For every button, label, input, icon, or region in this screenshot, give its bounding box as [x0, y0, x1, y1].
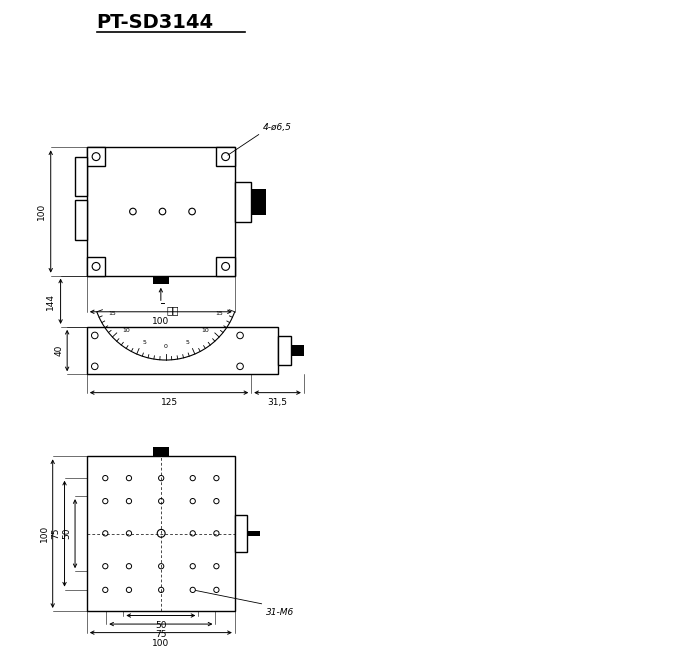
Text: 75: 75 [155, 630, 167, 639]
Text: 50: 50 [63, 528, 72, 540]
Text: 5: 5 [185, 339, 189, 345]
Text: 0: 0 [164, 343, 168, 349]
Text: 100: 100 [152, 638, 169, 648]
Text: 15: 15 [109, 311, 116, 316]
Bar [75, 200, 87, 240]
Text: 40: 40 [55, 345, 64, 356]
Text: 100: 100 [39, 525, 49, 542]
Text: 10: 10 [122, 328, 130, 333]
Text: 125: 125 [160, 398, 177, 407]
Bar [216, 257, 235, 276]
Text: 31-M6: 31-M6 [267, 607, 294, 617]
Text: 100: 100 [37, 203, 46, 220]
Bar [235, 182, 251, 221]
Bar [87, 147, 235, 276]
Text: 100: 100 [152, 317, 169, 326]
Bar [87, 257, 105, 276]
Text: 摚心: 摚心 [166, 305, 179, 315]
Text: 10: 10 [202, 328, 209, 333]
Bar [247, 531, 260, 536]
Bar [153, 276, 169, 284]
Text: 4-ø6,5: 4-ø6,5 [262, 123, 291, 132]
Text: PT-SD3144: PT-SD3144 [97, 13, 214, 32]
Bar [277, 336, 290, 365]
Text: 144: 144 [46, 293, 55, 310]
Bar [87, 327, 277, 374]
Bar [235, 515, 247, 552]
Text: 15: 15 [215, 311, 223, 316]
Bar [290, 345, 304, 356]
Text: 50: 50 [155, 621, 167, 631]
Text: 75: 75 [52, 528, 61, 540]
Text: 31,5: 31,5 [267, 398, 288, 407]
Bar [216, 147, 235, 166]
Bar [87, 147, 105, 166]
Bar [75, 156, 87, 196]
Bar [251, 189, 266, 215]
Text: 5: 5 [143, 339, 146, 345]
Bar [153, 447, 169, 456]
Bar [87, 456, 235, 611]
